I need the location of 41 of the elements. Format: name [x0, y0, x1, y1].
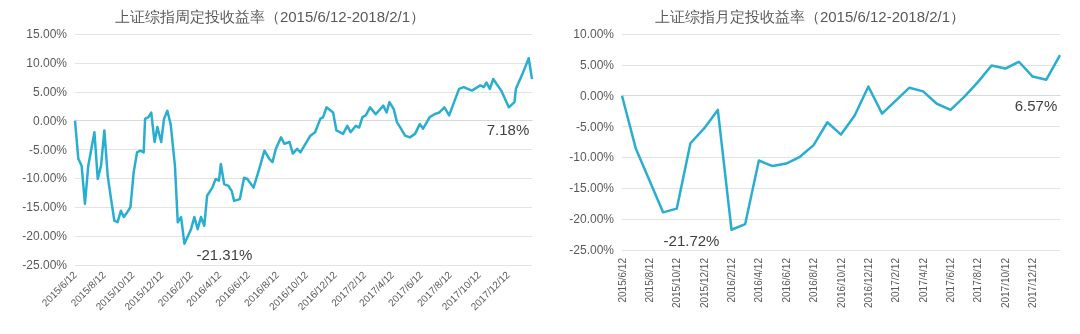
x-tick-label: 2016/12/12 [862, 257, 874, 309]
x-tick-label: 2017/12/12 [1027, 257, 1039, 309]
chart-title: 上证综指月定投收益率（2015/6/12-2018/2/1） [654, 8, 966, 25]
y-tick-label: 15.00% [26, 27, 68, 41]
y-tick-label: -10.00% [569, 150, 615, 165]
annotation: 6.57% [1014, 97, 1058, 115]
x-tick-label: 2015/6/12 [616, 257, 628, 303]
y-tick-label: 10.00% [573, 27, 615, 41]
x-tick-label: 2016/4/12 [753, 257, 765, 303]
y-tick-label: -25.00% [22, 258, 68, 272]
y-tick-label: -25.00% [569, 243, 615, 257]
x-tick-label: 2016/2/12 [726, 257, 737, 303]
y-tick-label: 0.00% [32, 113, 68, 128]
y-tick-label: 5.00% [579, 57, 615, 72]
chart-title: 上证综指周定投收益率（2015/6/12-2018/2/1） [114, 8, 426, 25]
y-tick-label: -15.00% [22, 200, 68, 215]
x-tick-label: 2017/6/12 [945, 257, 956, 303]
line-series [620, 53, 1062, 232]
y-tick-label: -5.00% [575, 119, 615, 134]
y-tick-label: -5.00% [28, 142, 68, 157]
y-tick-label: -20.00% [569, 212, 615, 227]
y-tick-label: -10.00% [22, 171, 68, 186]
x-tick-label: 2016/8/12 [808, 257, 820, 303]
x-tick-label: 2015/8/12 [643, 257, 655, 303]
y-tick-label: -15.00% [569, 181, 615, 196]
x-tick-label: 2015/10/12 [671, 257, 683, 309]
annotation: 7.18% [486, 121, 530, 139]
annotation: -21.31% [196, 245, 253, 263]
y-tick-label: 5.00% [32, 84, 68, 99]
y-tick-label: -20.00% [22, 229, 68, 244]
y-tick-label: 0.00% [579, 88, 615, 103]
x-tick-label: 2017/8/12 [972, 257, 984, 303]
y-tick-label: 10.00% [26, 55, 68, 70]
line-series [73, 57, 534, 245]
annotation: -21.72% [663, 231, 720, 249]
x-tick-label: 2017/2/12 [890, 257, 902, 303]
x-tick-label: 2015/12/12 [698, 257, 710, 309]
x-tick-label: 2017/10/12 [999, 257, 1011, 309]
x-tick-label: 2016/10/12 [835, 257, 847, 309]
x-tick-label: 2017/4/12 [917, 257, 929, 303]
x-tick-label: 2016/6/12 [780, 257, 792, 303]
